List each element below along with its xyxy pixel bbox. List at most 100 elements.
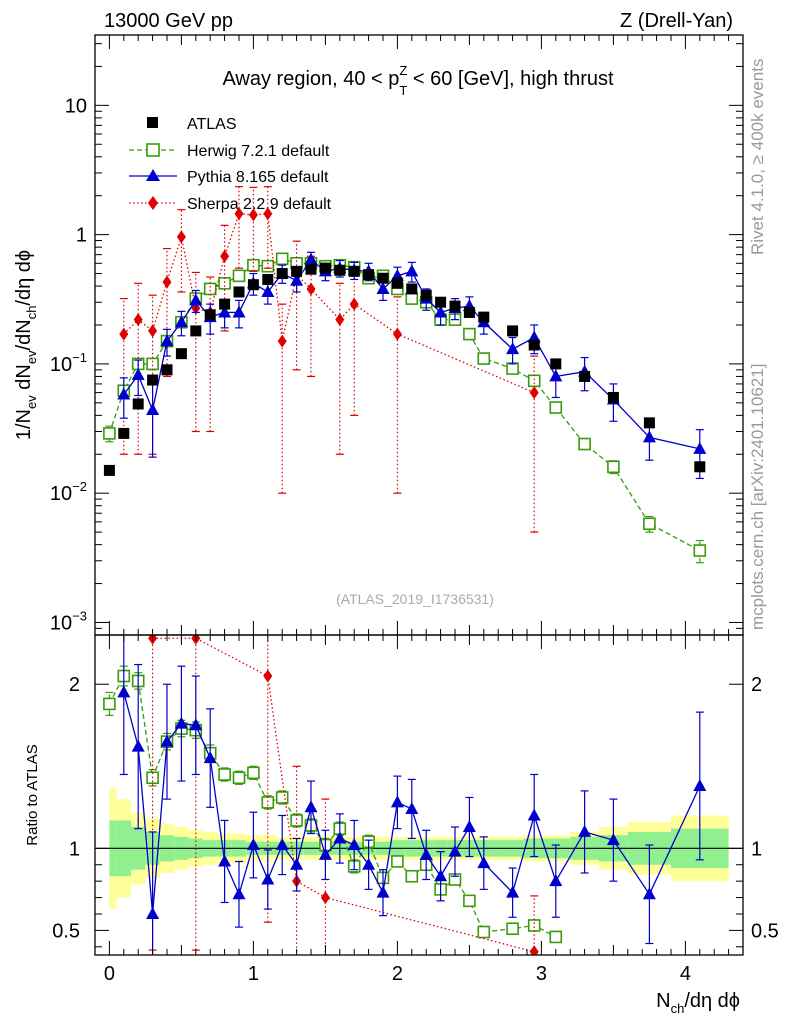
ratio-herwig-point bbox=[549, 930, 563, 944]
pythia-point bbox=[218, 305, 232, 318]
ratio-herwig-point bbox=[477, 925, 491, 939]
pythia-point bbox=[261, 284, 275, 297]
legend-label-herwig: Herwig 7.2.1 default bbox=[187, 143, 330, 160]
atlas-point bbox=[449, 300, 461, 312]
pythia-point bbox=[376, 281, 390, 294]
herwig-point bbox=[643, 517, 656, 531]
ratio-sherpa-line bbox=[152, 637, 535, 953]
y-tick-label: 10 bbox=[65, 95, 87, 117]
atlas-point bbox=[463, 306, 475, 318]
ratio-plot-frame bbox=[94, 634, 744, 956]
ratio-pythia-point bbox=[304, 800, 318, 813]
ratio-pythia-point bbox=[203, 751, 217, 764]
atlas-point bbox=[420, 289, 432, 301]
ratio-herwig-point bbox=[391, 855, 404, 868]
atlas-point bbox=[291, 265, 303, 277]
ratio-herwig-line bbox=[108, 675, 557, 938]
ratio-herwig-point bbox=[506, 922, 519, 936]
ratio-pythia-point bbox=[405, 801, 419, 814]
header-left: 13000 GeV pp bbox=[104, 10, 233, 32]
x-tick-label: 0 bbox=[104, 963, 115, 985]
ratio-pythia-point bbox=[693, 778, 707, 791]
ratio-pythia-point bbox=[448, 844, 462, 857]
herwig-point bbox=[247, 258, 260, 272]
atlas-point bbox=[348, 265, 360, 277]
pythia-point bbox=[506, 342, 520, 355]
ratio-pythia-point bbox=[218, 854, 232, 867]
pythia-point bbox=[405, 264, 419, 277]
herwig-point bbox=[218, 277, 231, 290]
herwig-point bbox=[607, 460, 620, 474]
ratio-herwig-point bbox=[275, 791, 289, 804]
sherpa-line bbox=[123, 213, 535, 394]
pythia-point bbox=[160, 334, 174, 347]
herwig-point bbox=[405, 292, 419, 305]
atlas-point bbox=[319, 262, 331, 274]
pythia-point bbox=[290, 273, 304, 286]
ratio-pythia-point bbox=[506, 885, 520, 898]
sherpa-point bbox=[162, 275, 172, 289]
ratio-pythia-point bbox=[419, 847, 433, 860]
ratio-pythia-point bbox=[434, 869, 448, 882]
atlas-point bbox=[219, 298, 231, 310]
ratio-herwig-point bbox=[463, 894, 476, 908]
atlas-point bbox=[262, 273, 274, 285]
ratio-pythia-point bbox=[131, 739, 145, 752]
sherpa-point bbox=[133, 313, 143, 327]
ratio-pythia-point bbox=[189, 718, 203, 731]
pythia-point bbox=[642, 430, 656, 443]
x-tick-label: 3 bbox=[536, 963, 547, 985]
atlas-point bbox=[607, 391, 619, 403]
herwig-point bbox=[275, 252, 289, 266]
y-tick-label: 10−1 bbox=[50, 350, 87, 376]
atlas-point bbox=[406, 283, 418, 295]
atlas-point bbox=[391, 277, 403, 289]
atlas-point bbox=[190, 325, 202, 337]
ratio-herwig-point bbox=[247, 766, 260, 780]
sherpa-point bbox=[148, 324, 158, 338]
legend-label-atlas: ATLAS bbox=[187, 116, 237, 133]
sherpa-point bbox=[220, 249, 230, 263]
atlas-point bbox=[694, 461, 706, 473]
ratio-pythia-point bbox=[261, 872, 275, 885]
legend-marker-sherpa bbox=[148, 196, 158, 210]
ratio-pythia-point bbox=[232, 887, 246, 900]
atlas-point bbox=[132, 398, 144, 410]
ratio-pythia-point bbox=[578, 824, 592, 837]
ratio-pythia-point bbox=[477, 856, 491, 869]
atlas-point bbox=[247, 279, 259, 291]
header-right: Z (Drell-Yan) bbox=[620, 10, 733, 32]
ratio-herwig-point bbox=[103, 697, 116, 711]
atlas-point bbox=[435, 296, 447, 308]
pythia-point bbox=[174, 315, 188, 328]
y-tick-label: 10−2 bbox=[50, 479, 87, 505]
x-tick-label: 2 bbox=[392, 963, 403, 985]
herwig-point bbox=[693, 544, 707, 557]
atlas-point bbox=[305, 263, 317, 275]
herwig-point bbox=[261, 259, 275, 273]
atlas-point bbox=[204, 309, 216, 321]
y-tick-label: 10−3 bbox=[50, 608, 87, 634]
legend-marker-atlas bbox=[147, 117, 158, 128]
ratio-pythia-point bbox=[333, 831, 347, 844]
ratio-pythia-point bbox=[527, 808, 541, 821]
sherpa-point bbox=[263, 207, 273, 221]
sherpa-point bbox=[335, 313, 345, 327]
sherpa-point bbox=[176, 230, 186, 244]
ratio-pythia-point bbox=[390, 795, 404, 808]
atlas-point bbox=[377, 272, 389, 284]
x-axis-label: Nch/dη dϕ bbox=[656, 990, 740, 1016]
atlas-point bbox=[161, 364, 173, 376]
ratio-pythia-point bbox=[146, 906, 160, 919]
ratio-herwig-point bbox=[232, 771, 246, 785]
atlas-point bbox=[507, 325, 519, 337]
ratio-pythia-point bbox=[160, 734, 174, 747]
pythia-point bbox=[146, 403, 160, 416]
ratio-pythia-point bbox=[376, 885, 390, 898]
x-tick-label: 1 bbox=[248, 963, 259, 985]
ratio-y-axis-label: Ratio to ATLAS bbox=[24, 744, 41, 845]
legend-marker-herwig bbox=[146, 143, 160, 157]
sherpa-point bbox=[529, 386, 539, 400]
herwig-point bbox=[549, 401, 563, 414]
sherpa-point bbox=[306, 282, 316, 296]
